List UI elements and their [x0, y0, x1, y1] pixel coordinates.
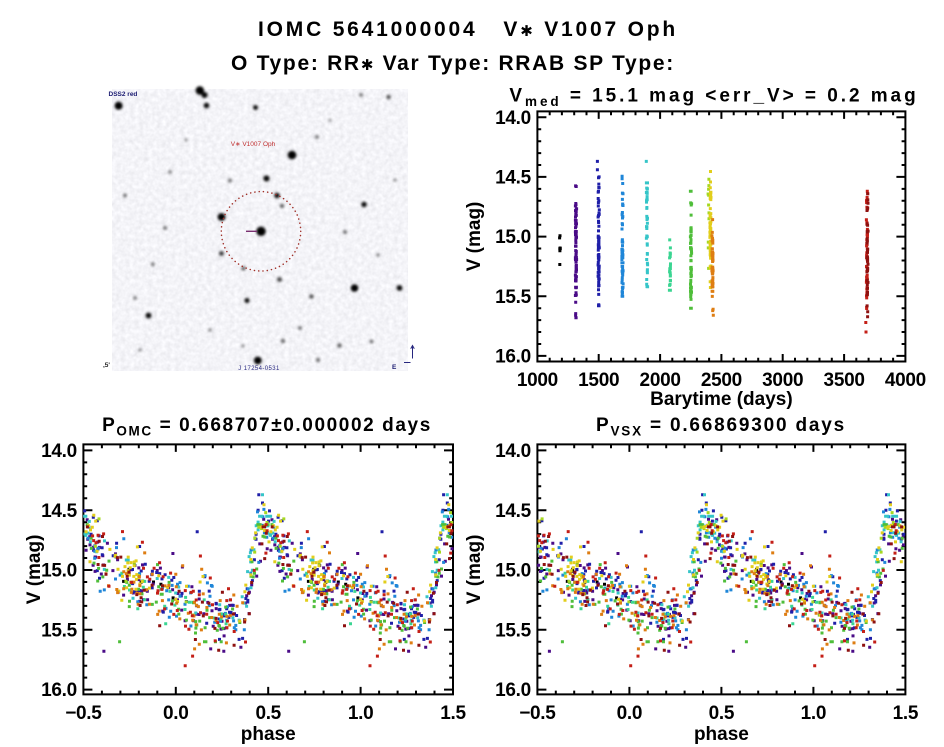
svg-text:15.5: 15.5	[495, 620, 532, 641]
svg-text:V (mag): V (mag)	[24, 535, 45, 605]
svg-text:1.5: 1.5	[893, 703, 919, 724]
svg-text:,5': ,5'	[103, 362, 110, 369]
svg-text:DSS2 red: DSS2 red	[109, 91, 138, 98]
svg-text:16.0: 16.0	[495, 347, 531, 368]
svg-text:E: E	[392, 364, 397, 371]
svg-text:V∗ V1007 Oph: V∗ V1007 Oph	[231, 141, 276, 148]
svg-text:2000: 2000	[640, 370, 681, 391]
svg-text:−0.5: −0.5	[519, 703, 556, 724]
svg-text:16.0: 16.0	[41, 680, 77, 701]
svg-text:15.5: 15.5	[495, 287, 532, 308]
svg-text:16.0: 16.0	[495, 680, 531, 701]
svg-text:phase: phase	[694, 724, 749, 745]
svg-text:0.5: 0.5	[255, 703, 281, 724]
svg-text:4000: 4000	[885, 370, 926, 391]
svg-text:V (mag): V (mag)	[464, 202, 485, 272]
svg-text:1.0: 1.0	[348, 703, 374, 724]
svg-text:14.0: 14.0	[495, 441, 531, 462]
svg-text:J 17254-0531: J 17254-0531	[238, 366, 280, 372]
svg-text:PVSX = 0.66869300 days: PVSX = 0.66869300 days	[596, 415, 846, 439]
svg-text:15.5: 15.5	[41, 620, 78, 641]
svg-text:14.0: 14.0	[495, 108, 531, 129]
svg-text:1.0: 1.0	[801, 703, 827, 724]
svg-text:IOMC 5641000004 V✱ V1007 Oph: IOMC 5641000004 V✱ V1007 Oph	[258, 18, 678, 41]
svg-text:14.5: 14.5	[495, 168, 532, 189]
svg-text:14.0: 14.0	[41, 441, 77, 462]
svg-text:−0.5: −0.5	[65, 703, 102, 724]
svg-text:2500: 2500	[701, 370, 742, 391]
svg-text:1500: 1500	[578, 370, 619, 391]
svg-text:Barytime (days): Barytime (days)	[650, 389, 793, 410]
svg-text:V (mag): V (mag)	[464, 535, 485, 605]
svg-text:15.0: 15.0	[495, 227, 531, 248]
svg-text:3500: 3500	[824, 370, 865, 391]
svg-text:15.0: 15.0	[41, 561, 77, 582]
svg-text:0.5: 0.5	[709, 703, 735, 724]
svg-text:3000: 3000	[762, 370, 803, 391]
svg-text:POMC = 0.668707±0.000002 day: POMC = 0.668707±0.000002 days	[102, 415, 432, 439]
svg-text:phase: phase	[241, 724, 296, 745]
svg-text:0.0: 0.0	[163, 703, 189, 724]
svg-text:1.5: 1.5	[440, 703, 466, 724]
svg-text:14.5: 14.5	[41, 501, 78, 522]
svg-text:O Type: RR✱ Var Type: RRAB S: O Type: RR✱ Var Type: RRAB SP Type:	[231, 52, 675, 75]
svg-text:1000: 1000	[517, 370, 558, 391]
svg-text:15.0: 15.0	[495, 561, 531, 582]
svg-text:0.0: 0.0	[617, 703, 643, 724]
svg-text:14.5: 14.5	[495, 501, 532, 522]
svg-text:Vmed = 15.1 mag <err_V> =: Vmed = 15.1 mag <err_V> = 0.2 mag	[509, 86, 918, 110]
